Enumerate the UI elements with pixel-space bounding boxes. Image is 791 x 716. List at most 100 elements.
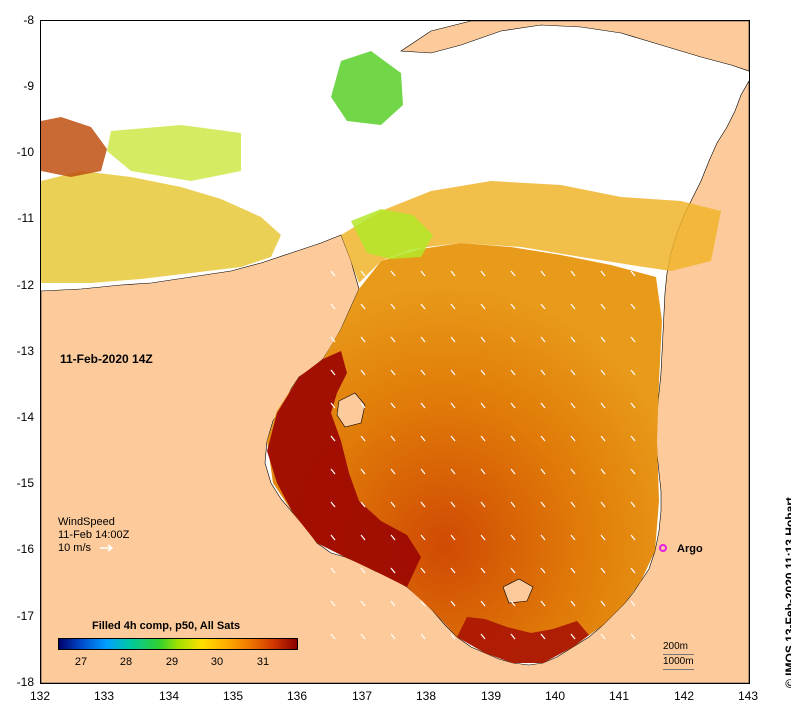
wind-vector: [360, 600, 366, 607]
wind-vector: [510, 402, 516, 409]
wind-vector: [330, 270, 336, 277]
wind-vector: [600, 567, 606, 574]
wind-vector: [600, 303, 606, 310]
wind-vector: [630, 435, 636, 442]
wind-vector: [360, 435, 366, 442]
wind-vector: [510, 633, 516, 640]
lat-tick: -9: [23, 79, 34, 93]
sst-map-canvas: [41, 21, 749, 683]
contour-200m: 200m: [663, 640, 694, 655]
wind-vector: [330, 567, 336, 574]
wind-vector: [390, 600, 396, 607]
land-new-guinea: [400, 21, 749, 72]
wind-vector: [450, 402, 456, 409]
wind-vector: [600, 435, 606, 442]
wind-vector: [390, 402, 396, 409]
wind-vector: [390, 303, 396, 310]
wind-vector: [540, 468, 546, 475]
wind-vector: [540, 534, 546, 541]
wind-vector: [600, 633, 606, 640]
wind-vector: [450, 567, 456, 574]
wind-vector: [420, 534, 426, 541]
wind-vector: [510, 270, 516, 277]
colorbar: [58, 638, 298, 650]
sst-patch-green: [351, 209, 433, 259]
lat-tick: -8: [23, 13, 34, 27]
wind-vector: [630, 303, 636, 310]
lat-tick: -10: [16, 145, 34, 159]
wind-vector: [570, 369, 576, 376]
wind-vector: [420, 501, 426, 508]
wind-vector: [390, 270, 396, 277]
wind-vector: [540, 402, 546, 409]
wind-vector: [480, 435, 486, 442]
wind-vector: [480, 567, 486, 574]
wind-scale-label: 10 m/s: [58, 542, 92, 554]
wind-vector: [600, 501, 606, 508]
wind-vector: [630, 468, 636, 475]
wind-vector: [510, 534, 516, 541]
wind-vector: [330, 435, 336, 442]
wind-vector: [570, 633, 576, 640]
wind-vector: [360, 501, 366, 508]
sst-patch-lime: [107, 125, 241, 181]
hot-zone-west: [267, 351, 421, 587]
wind-vector: [390, 567, 396, 574]
argo-float-marker[interactable]: [659, 544, 667, 552]
wind-vector: [480, 303, 486, 310]
sst-map[interactable]: [40, 20, 750, 684]
wind-vector: [540, 270, 546, 277]
map-date-title: 11-Feb-2020 14Z: [60, 352, 153, 366]
wind-vector: [390, 534, 396, 541]
wind-vector: [630, 402, 636, 409]
wind-vector: [420, 303, 426, 310]
lat-tick: -14: [16, 410, 34, 424]
wind-vector: [540, 303, 546, 310]
wind-vector: [630, 336, 636, 343]
lon-tick: 137: [351, 689, 373, 703]
wind-vector: [480, 534, 486, 541]
wind-vector: [510, 600, 516, 607]
wind-vector: [510, 501, 516, 508]
wind-vector: [360, 270, 366, 277]
lat-tick: -13: [16, 344, 34, 358]
wind-vector: [420, 435, 426, 442]
wind-vector: [630, 633, 636, 640]
colorbar-tick: 28: [119, 656, 133, 668]
wind-vector: [630, 567, 636, 574]
wind-vector: [570, 501, 576, 508]
wind-vector: [420, 633, 426, 640]
wind-vector: [450, 303, 456, 310]
wind-vector: [630, 270, 636, 277]
lon-tick: 135: [222, 689, 244, 703]
wind-vector: [390, 501, 396, 508]
wind-vector: [390, 369, 396, 376]
wind-scale: 10 m/s: [58, 542, 129, 555]
lon-tick: 133: [93, 689, 115, 703]
wind-vector: [630, 369, 636, 376]
wind-vector: [330, 600, 336, 607]
wind-vector: [420, 600, 426, 607]
colorbar-title: Filled 4h comp, p50, All Sats: [92, 620, 241, 632]
wind-vector: [360, 534, 366, 541]
sst-patch-green-top: [331, 51, 403, 125]
wind-vector: [450, 336, 456, 343]
colorbar-tick: 29: [165, 656, 179, 668]
wind-vector: [540, 435, 546, 442]
wind-vector: [360, 336, 366, 343]
lon-tick: 132: [29, 689, 51, 703]
wind-vector: [510, 468, 516, 475]
wind-vector: [600, 468, 606, 475]
wind-vector: [630, 501, 636, 508]
wind-vector: [450, 501, 456, 508]
colorbar-tick: 27: [74, 656, 88, 668]
wind-vector: [570, 567, 576, 574]
wind-vector: [480, 600, 486, 607]
colorbar-tick: 30: [210, 656, 224, 668]
wind-vector: [510, 567, 516, 574]
wind-vector: [420, 270, 426, 277]
wind-vector: [390, 336, 396, 343]
wind-vector: [510, 369, 516, 376]
wind-vector: [540, 600, 546, 607]
wind-vector: [630, 534, 636, 541]
